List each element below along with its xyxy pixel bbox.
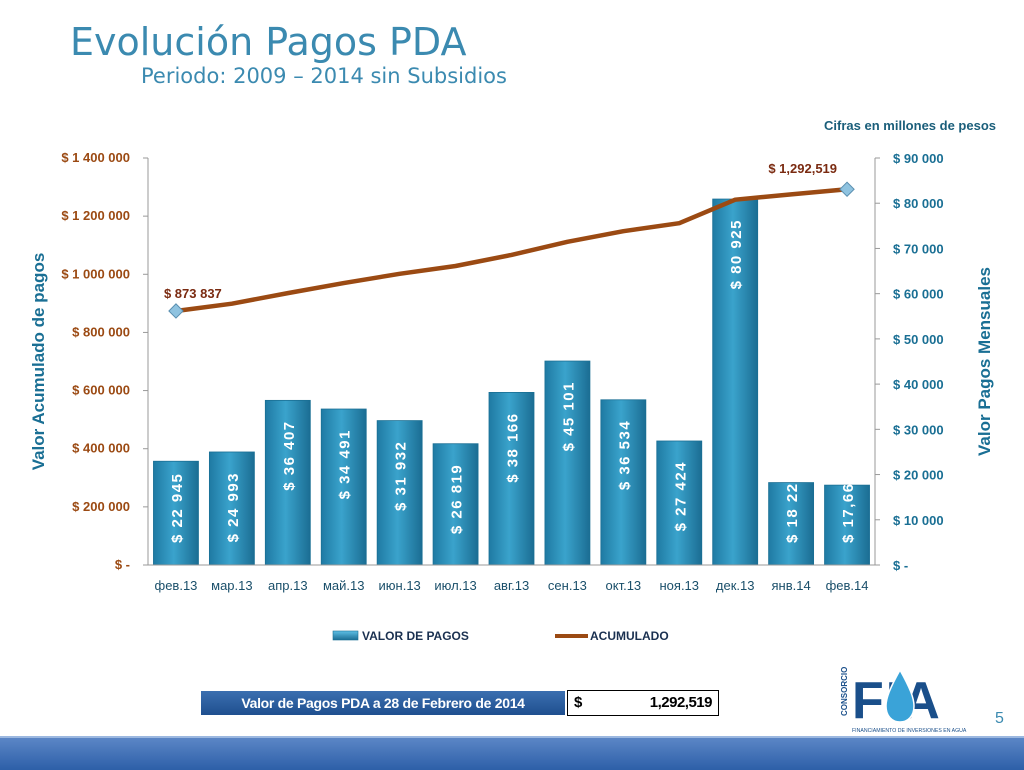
x-tick-label: июл.13 — [434, 578, 476, 593]
bar — [712, 198, 759, 566]
bar-value-label: $ 17,662 — [840, 473, 857, 543]
y-tick-label: $ - — [115, 557, 130, 572]
logo-side-text: CONSORCIO — [840, 667, 849, 716]
y2-tick-label: $ 60 000 — [893, 287, 944, 302]
x-tick-label: апр.13 — [268, 578, 308, 593]
bar-value-label: $ 80 925 — [728, 219, 745, 289]
slide-title: Evolución Pagos PDA — [70, 20, 467, 64]
y-tick-label: $ 1 400 000 — [61, 150, 130, 165]
y-tick-label: $ 800 000 — [72, 324, 130, 339]
payments-chart: $ - $ 200 000 $ 400 000 $ 600 000 $ 800 000 $… — [29, 150, 994, 643]
bar — [768, 482, 815, 566]
x-tick-label: ноя.13 — [660, 578, 700, 593]
x-tick-label: фев.14 — [826, 578, 869, 593]
bar-value-label: $ 36 534 — [616, 420, 633, 490]
y2-tick-label: $ 30 000 — [893, 422, 944, 437]
summary-label: Valor de Pagos PDA a 28 de Febrero de 20… — [201, 691, 565, 715]
x-tick-label: мар.13 — [211, 578, 252, 593]
y2-tick-label: $ 40 000 — [893, 377, 944, 392]
x-tick-label: май.13 — [323, 578, 365, 593]
y2-tick-label: $ 70 000 — [893, 241, 944, 256]
line-annotation: $ 1,292,519 — [768, 161, 837, 176]
y2-tick-label: $ 90 000 — [893, 151, 944, 166]
y2-tick-label: $ 20 000 — [893, 468, 944, 483]
bar — [376, 420, 423, 566]
bar — [153, 460, 199, 566]
y2-tick-label: $ 50 000 — [893, 332, 944, 347]
y-tick-label: $ 200 000 — [72, 499, 130, 514]
legend-label-bars: VALOR DE PAGOS — [362, 629, 469, 643]
x-tick-label: дек.13 — [716, 578, 755, 593]
line-annotation: $ 873 837 — [164, 286, 222, 301]
units-note: Cifras en millones de pesos — [824, 118, 996, 133]
water-drop-icon — [885, 668, 915, 723]
x-tick-label: окт.13 — [606, 578, 642, 593]
cumulative-line — [173, 186, 850, 314]
x-tick-label: июн.13 — [379, 578, 421, 593]
x-tick-label: авг.13 — [494, 578, 529, 593]
line-marker — [168, 303, 184, 319]
bar-value-label: $ 34 491 — [337, 429, 354, 499]
bar — [544, 360, 591, 566]
summary-value-box: $ 1,292,519 — [567, 690, 719, 716]
page-number: 5 — [995, 710, 1004, 727]
bar — [824, 484, 870, 566]
bar-value-label: $ 31 932 — [393, 441, 410, 511]
y-axis-title: Valor Acumulado de pagos — [29, 253, 48, 471]
bar-value-label: $ 45 101 — [560, 381, 577, 451]
bar — [264, 399, 311, 566]
bar — [320, 408, 367, 566]
bar-value-label: $ 22 945 — [169, 473, 186, 543]
footer-bar — [0, 736, 1024, 770]
logo-tagline: FINANCIAMIENTO DE INVERSIONES EN AGUA — [852, 728, 967, 734]
y2-tick-label: $ 80 000 — [893, 196, 944, 211]
summary-currency: $ — [574, 694, 583, 711]
x-tick-label: янв.14 — [772, 578, 811, 593]
bar-value-label: $ 26 819 — [449, 464, 466, 534]
y-tick-label: $ 1 000 000 — [61, 266, 130, 281]
fia-logo: CONSORCIO FIA FINANCIAMIENTO DE INVERSIO… — [840, 667, 967, 734]
summary-value: 1,292,519 — [649, 694, 713, 711]
x-tick-label: фев.13 — [155, 578, 198, 593]
bar-value-label: $ 38 166 — [505, 412, 522, 482]
y-tick-label: $ 400 000 — [72, 441, 130, 456]
y2-tick-label: $ - — [893, 558, 908, 573]
bar-value-label: $ 24 993 — [225, 472, 242, 542]
y-tick-label: $ 1 200 000 — [61, 208, 130, 223]
y2-tick-label: $ 10 000 — [893, 513, 944, 528]
bar-value-label: $ 27 424 — [672, 461, 689, 531]
y-tick-label: $ 600 000 — [72, 383, 130, 398]
line-marker — [839, 181, 855, 198]
x-tick-label: сен.13 — [548, 578, 587, 593]
slide-subtitle: Periodo: 2009 – 2014 sin Subsidios — [141, 64, 507, 88]
legend-swatch-bars — [332, 630, 359, 641]
y2-axis-title: Valor Pagos Mensuales — [975, 267, 994, 456]
bar — [656, 440, 703, 566]
legend-label-line: ACUMULADO — [590, 629, 669, 643]
bar-value-label: $ 36 407 — [281, 420, 298, 490]
bar — [208, 451, 255, 566]
bar — [600, 399, 647, 566]
bar-value-label: $ 18 227 — [784, 473, 801, 543]
